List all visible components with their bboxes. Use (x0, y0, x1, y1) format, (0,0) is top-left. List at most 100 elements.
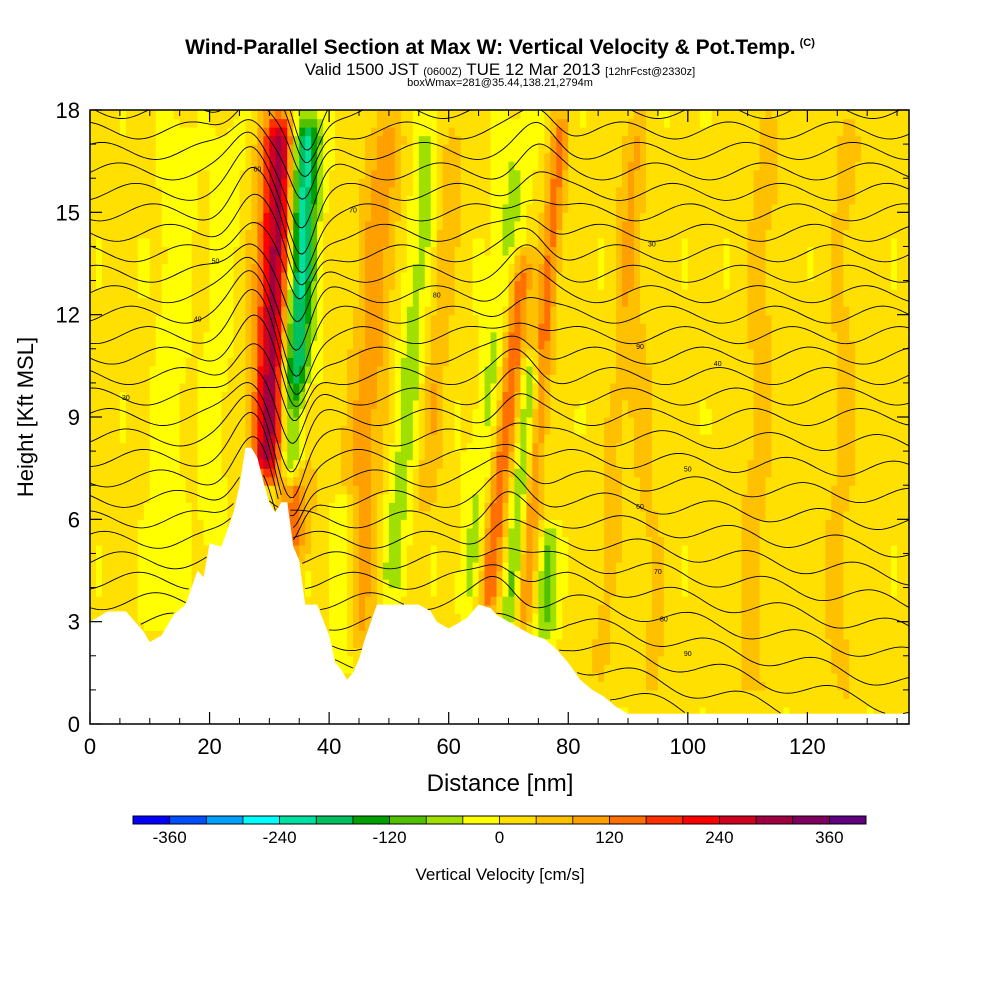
velocity-cell (197, 434, 205, 444)
velocity-cell (179, 297, 187, 307)
velocity-cell (376, 587, 384, 597)
velocity-cell (119, 365, 127, 375)
velocity-cell (113, 323, 121, 333)
velocity-cell (137, 203, 145, 213)
velocity-cell (478, 110, 486, 120)
velocity-cell (257, 110, 264, 120)
velocity-cell (269, 451, 276, 461)
velocity-cell (275, 502, 282, 512)
velocity-cell (460, 408, 468, 418)
velocity-cell (143, 237, 151, 248)
velocity-cell (137, 382, 145, 393)
velocity-cell (323, 391, 330, 401)
velocity-cell (388, 451, 396, 461)
velocity-cell (131, 587, 139, 597)
velocity-cell (143, 408, 151, 418)
velocity-cell (442, 527, 450, 537)
velocity-cell (215, 493, 223, 503)
velocity-cell (454, 434, 462, 444)
velocity-cell (137, 331, 145, 341)
velocity-cell (341, 118, 348, 128)
velocity-cell (490, 365, 498, 375)
velocity-cell (448, 306, 456, 316)
velocity-cell (376, 391, 384, 401)
velocity-cell (317, 527, 324, 537)
velocity-cell (101, 237, 109, 248)
velocity-cell (257, 306, 264, 316)
velocity-cell (388, 459, 396, 469)
velocity-cell (125, 297, 133, 307)
velocity-cell (149, 297, 157, 307)
velocity-cell (107, 135, 115, 145)
velocity-cell (353, 289, 360, 299)
velocity-cell (341, 152, 348, 162)
velocity-cell (347, 638, 354, 648)
velocity-cell (281, 331, 288, 341)
velocity-cell (203, 374, 211, 384)
velocity-cell (406, 186, 414, 196)
velocity-cell (263, 229, 270, 239)
velocity-cell (370, 451, 378, 461)
velocity-cell (155, 144, 163, 154)
velocity-cell (341, 195, 348, 205)
velocity-cell (107, 442, 115, 452)
velocity-cell (376, 314, 384, 324)
velocity-cell (287, 399, 294, 410)
velocity-cell (95, 220, 103, 230)
velocity-cell (394, 553, 402, 563)
velocity-cell (287, 306, 294, 316)
velocity-cell (107, 144, 115, 154)
velocity-cell (317, 178, 324, 188)
velocity-cell (185, 169, 193, 179)
velocity-cell (359, 237, 366, 248)
velocity-cell (382, 178, 390, 188)
velocity-cell (227, 493, 235, 503)
velocity-cell (448, 399, 456, 410)
velocity-cell (364, 110, 372, 120)
velocity-cell (412, 331, 420, 341)
velocity-cell (155, 331, 163, 341)
velocity-cell (305, 186, 312, 196)
velocity-cell (239, 442, 247, 452)
velocity-cell (323, 331, 330, 341)
velocity-cell (245, 246, 253, 256)
velocity-cell (347, 169, 354, 179)
velocity-cell (400, 476, 408, 486)
velocity-cell (95, 399, 103, 410)
velocity-cell (179, 186, 187, 196)
velocity-cell (275, 272, 282, 282)
velocity-cell (245, 357, 253, 367)
velocity-cell (364, 272, 372, 282)
velocity-cell (353, 579, 360, 589)
velocity-cell (430, 323, 438, 333)
velocity-cell (299, 382, 306, 393)
velocity-cell (388, 152, 396, 162)
velocity-cell (203, 553, 211, 563)
velocity-cell (376, 340, 384, 350)
velocity-cell (460, 297, 468, 307)
velocity-cell (364, 297, 372, 307)
velocity-cell (370, 161, 378, 171)
velocity-cell (448, 425, 456, 435)
velocity-cell (149, 161, 157, 171)
velocity-cell (448, 510, 456, 520)
velocity-cell (466, 110, 474, 120)
velocity-cell (90, 579, 97, 589)
velocity-cell (466, 246, 474, 256)
velocity-cell (281, 493, 288, 503)
velocity-cell (221, 127, 229, 137)
velocity-cell (460, 263, 468, 273)
velocity-cell (418, 544, 426, 555)
velocity-cell (305, 144, 312, 154)
velocity-cell (341, 630, 348, 640)
velocity-cell (257, 152, 264, 162)
velocity-cell (502, 613, 510, 623)
velocity-cell (454, 527, 462, 537)
velocity-cell (275, 178, 282, 188)
velocity-cell (293, 399, 300, 410)
velocity-cell (263, 144, 270, 154)
velocity-cell (263, 408, 270, 418)
velocity-cell (311, 399, 318, 410)
velocity-cell (95, 459, 103, 469)
velocity-cell (101, 127, 109, 137)
